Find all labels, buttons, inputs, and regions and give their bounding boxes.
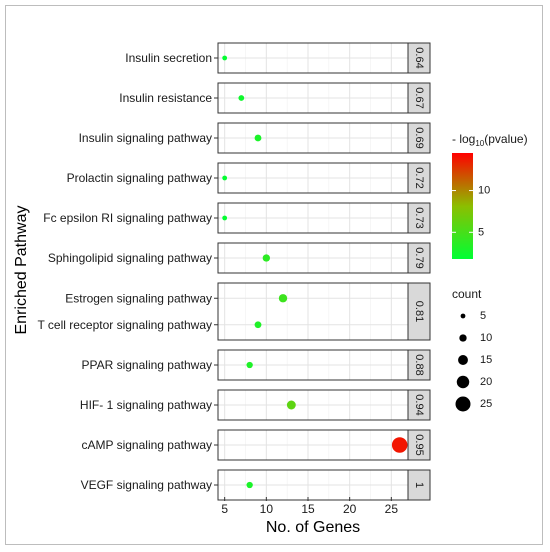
y-tick-label: cAMP signaling pathway — [81, 438, 212, 452]
facet-strip — [407, 282, 431, 341]
y-tick-label: Insulin resistance — [119, 91, 212, 105]
facet-strip-label: 0.64 — [413, 47, 425, 68]
data-point — [262, 254, 271, 262]
facet-strip — [407, 162, 431, 194]
size-legend-label: 20 — [480, 376, 492, 388]
size-legend-dot — [459, 334, 467, 342]
color-legend-tick-label: 5 — [478, 226, 484, 238]
size-legend-dot — [456, 375, 470, 389]
facet-panel: 0.81 — [217, 282, 431, 341]
y-tick-label: Insulin signaling pathway — [79, 131, 212, 145]
facet-strip-label: 0.67 — [413, 87, 425, 108]
y-tick-label: VEGF signaling pathway — [81, 478, 212, 492]
facet-panel: 0.72 — [217, 162, 431, 194]
facet-strip — [407, 202, 431, 234]
panel-background — [218, 283, 408, 340]
size-legend-label: 15 — [480, 354, 492, 366]
facet-strip-label: 1 — [413, 482, 425, 488]
color-legend-tick-label: 10 — [478, 185, 490, 197]
facet-strip-label: 0.79 — [413, 247, 425, 268]
facet-strip — [407, 242, 431, 274]
facet-strip — [407, 122, 431, 154]
color-legend-bar — [452, 153, 473, 259]
size-legend-dot — [458, 355, 468, 365]
facet-strip-label: 0.73 — [413, 207, 425, 228]
size-legend-label: 25 — [480, 398, 492, 410]
data-point — [254, 134, 262, 142]
x-tick-label: 20 — [343, 502, 357, 516]
y-axis-title: Enriched Pathway — [13, 206, 30, 335]
facet-panel: 0.64 — [217, 42, 431, 74]
x-tick-label: 5 — [221, 502, 228, 516]
y-tick-label: Sphingolipid signaling pathway — [48, 251, 212, 265]
size-legend-label: 10 — [480, 332, 492, 344]
facet-strip-label: 0.69 — [413, 127, 425, 148]
data-point — [254, 321, 262, 329]
facet-strip-label: 0.88 — [413, 354, 425, 375]
facet-strip-label: 0.94 — [413, 394, 425, 415]
facet-strip-label: 0.72 — [413, 167, 425, 188]
facet-strip — [407, 42, 431, 74]
y-tick-label: Prolactin signaling pathway — [67, 171, 212, 185]
x-tick-label: 25 — [385, 502, 399, 516]
data-point — [391, 437, 408, 453]
size-legend-dot — [455, 396, 471, 412]
facet-strip — [407, 469, 431, 501]
data-point — [238, 95, 245, 101]
data-point — [278, 294, 288, 303]
y-tick-label: HIF- 1 signaling pathway — [80, 398, 212, 412]
y-tick-label: PPAR signaling pathway — [81, 358, 212, 372]
y-tick-label: Fc epsilon RI signaling pathway — [43, 211, 212, 225]
size-legend-dot — [460, 313, 466, 319]
figure-frame — [5, 5, 543, 545]
data-point — [222, 215, 228, 221]
data-point — [286, 400, 296, 410]
facet-strip — [407, 82, 431, 114]
facet-strip — [407, 349, 431, 381]
facet-panel: 0.67 — [217, 82, 431, 114]
facet-panel: 0.69 — [217, 122, 431, 154]
color-legend-title: - log10(pvalue) — [452, 132, 528, 148]
size-legend-title: count — [452, 287, 482, 301]
facet-strip — [407, 389, 431, 421]
y-tick-label: Estrogen signaling pathway — [65, 291, 212, 305]
facet-strip-label: 0.81 — [413, 301, 425, 322]
facet-panel: 0.73 — [217, 202, 431, 234]
x-tick-label: 15 — [301, 502, 315, 516]
size-legend-label: 5 — [480, 310, 486, 322]
facet-strip — [407, 429, 431, 461]
facet-panel: 0.79 — [217, 242, 431, 274]
data-point — [246, 361, 253, 369]
data-point — [246, 481, 253, 489]
facet-panel: 0.95 — [217, 429, 431, 461]
x-axis-title: No. of Genes — [266, 519, 360, 536]
data-point — [222, 175, 228, 181]
facet-panel: 0.94 — [217, 389, 431, 421]
y-tick-label: T cell receptor signaling pathway — [37, 318, 212, 332]
y-tick-label: Insulin secretion — [125, 51, 212, 65]
facet-strip-label: 0.95 — [413, 434, 425, 455]
x-tick-label: 10 — [260, 502, 274, 516]
data-point — [222, 55, 228, 61]
